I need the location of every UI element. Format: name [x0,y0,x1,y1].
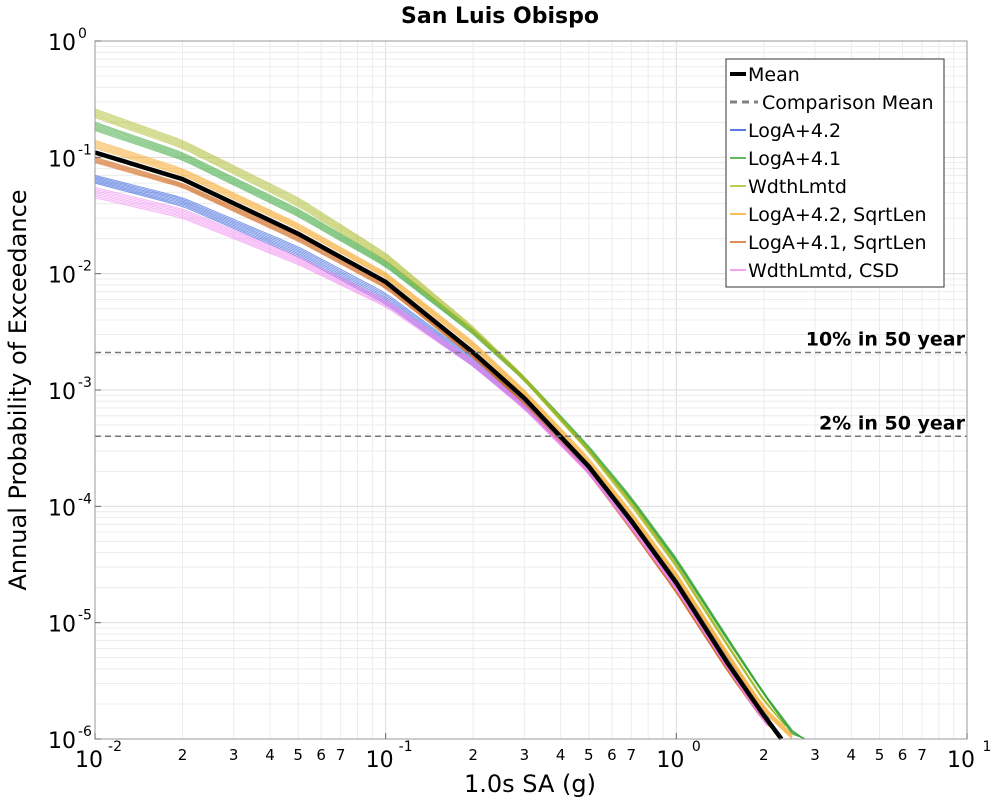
series-line-loga-4-2-sqrtlen [94,139,793,735]
x-minor-tick-label: 3 [520,746,530,764]
x-tick-exponent: -2 [108,739,122,755]
x-minor-tick-label: 2 [759,746,769,764]
x-minor-tick-label: 6 [316,746,326,764]
x-minor-tick-label: 4 [556,746,566,764]
x-minor-tick-label: 5 [875,746,885,764]
series-line-loga-4-1-sqrtlen [94,161,771,728]
y-tick-label: 10 [48,264,76,289]
mean-curve [94,150,784,741]
x-tick-exponent: 0 [692,739,701,755]
x-minor-tick-label: 5 [293,746,303,764]
x-minor-tick-label: 3 [229,746,239,764]
series-line-wdthlmtd-csd [94,195,768,726]
y-tick-exponent: -6 [78,724,92,740]
x-minor-tick-label: 6 [607,746,617,764]
series-line-loga-4-2 [94,176,771,721]
grid [94,41,967,740]
series-line-wdthlmtd-csd [94,192,768,725]
y-axis-label: Annual Probability of Exceedance [4,189,32,590]
series-line-loga-4-1 [94,123,805,740]
x-minor-tick-label: 7 [336,746,346,764]
series-line-loga-4-2-sqrtlen [94,142,793,737]
series-line-wdthlmtd [94,116,786,727]
y-tick-exponent: -3 [78,375,92,391]
chart-title: San Luis Obispo [401,4,599,29]
x-tick-label: 10 [656,748,684,773]
series-line-loga-4-2 [94,179,771,724]
hazard-curves [94,108,805,741]
series-line-wdthlmtd [94,108,786,727]
y-tick-exponent: -4 [78,491,92,507]
x-minor-tick-label: 6 [898,746,908,764]
legend-label: WdthLmtd, CSD [748,260,899,282]
legend-label: LogA+4.2 [748,120,841,142]
y-tick-label: 10 [48,496,76,521]
y-tick-label: 10 [48,31,76,56]
x-tick-exponent: -1 [399,739,413,755]
legend-box [725,58,945,288]
x-minor-tick-label: 3 [810,746,820,764]
series-line-loga-4-2 [94,177,771,722]
x-tick-label: 10 [947,748,975,773]
y-tick-exponent: -2 [78,259,92,275]
series-line-loga-4-2-sqrtlen [94,144,793,738]
x-minor-tick-label: 7 [627,746,637,764]
x-tick-exponent: 1 [983,739,992,755]
x-axis-label: 1.0s SA (g) [464,770,596,798]
legend-label: Comparison Mean [762,92,934,114]
series-line-loga-4-1-sqrtlen [94,160,771,728]
x-minor-tick-label: 2 [468,746,478,764]
series-line-loga-4-2-sqrtlen [94,146,793,739]
legend-label: Mean [748,64,800,86]
y-tick-label: 10 [48,380,76,405]
y-tick-exponent: -1 [78,142,92,158]
series-line-loga-4-1-sqrtlen [94,159,771,727]
x-minor-tick-label: 4 [265,746,275,764]
legend: Mean Comparison Mean LogA+4.2 LogA+4.1 WdthL… [725,58,945,288]
reference-line-label: 2% in 50 year [819,412,966,434]
series-line-wdthlmtd-csd [94,197,768,727]
series-line-wdthlmtd-csd [94,190,768,725]
y-tick-label: 10 [48,147,76,172]
series-line-wdthlmtd-csd [94,188,768,724]
series-line-loga-4-1 [94,128,805,739]
legend-label: WdthLmtd [748,176,847,198]
series-line-loga-4-2-sqrtlen [94,147,793,740]
series-line-loga-4-2-sqrtlen [94,141,793,736]
y-tick-exponent: -5 [78,608,92,624]
x-minor-tick-label: 2 [178,746,188,764]
reference-lines: 10% in 50 year 2% in 50 year [95,329,967,438]
series-line-loga-4-1-sqrtlen [94,162,771,728]
legend-label: LogA+4.2, SqrtLen [748,204,927,226]
legend-label: LogA+4.1, SqrtLen [748,232,927,254]
x-minor-tick-label: 5 [584,746,594,764]
reference-line-label: 10% in 50 year [806,329,966,351]
x-minor-tick-label: 4 [847,746,857,764]
series-line-loga-4-2 [94,181,771,726]
x-tick-label: 10 [366,748,394,773]
series-line-wdthlmtd-csd [94,186,768,723]
legend-label: LogA+4.1 [748,148,841,170]
x-tick-label: 10 [75,748,103,773]
x-minor-tick-label: 7 [917,746,927,764]
y-tick-label: 10 [48,613,76,638]
series-line-loga-4-2-sqrtlen [94,143,793,737]
series-line-loga-4-2 [94,174,771,720]
series-line-loga-4-1 [94,129,805,739]
y-tick-exponent: 0 [78,26,87,42]
series-line-loga-4-2 [94,182,771,727]
y-tick-label: 10 [48,729,76,754]
